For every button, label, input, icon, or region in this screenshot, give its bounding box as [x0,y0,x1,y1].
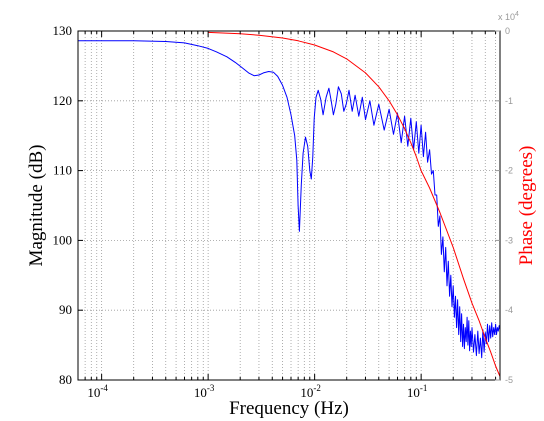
x-tick-label: 10-1 [407,383,428,400]
y2-tick-label: 0 [505,26,510,36]
y2-tick-label: -5 [505,375,513,385]
ticks-group [77,30,500,381]
x-tick-label: 10-4 [87,383,108,400]
x-tick-label: 10-2 [300,383,321,400]
phase-multiplier-label: x 104 [498,11,519,22]
magnitude-line [78,40,501,359]
series-group [78,31,501,377]
y2-tick-label: -2 [505,166,513,176]
y2-tick-label: -4 [505,305,513,315]
y2-tick-label: -1 [505,96,513,106]
y-axis-title: Magnitude (dB) [26,145,47,267]
y-tick-label: 110 [53,163,72,178]
y-tick-label: 90 [59,302,72,317]
x-tick-label: 10-3 [194,383,215,400]
y2-axis-title: Phase (degrees) [516,146,537,266]
y2-tick-label: -3 [505,235,513,245]
y-tick-label: 100 [53,232,73,247]
y-tick-label: 120 [53,93,73,108]
phase-line [208,31,501,377]
tick-labels: 10-4 10-3 10-2 10-1 80 90 100 110 120 130 0 -1 -2 -3 -… [53,23,514,400]
y-tick-label: 80 [59,372,72,387]
x-axis-title: Frequency (Hz) [229,398,349,419]
y-tick-label: 130 [53,23,73,38]
plot-frame [77,30,501,381]
